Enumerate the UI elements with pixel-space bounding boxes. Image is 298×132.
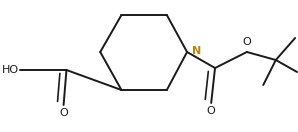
Text: O: O: [207, 106, 215, 116]
Text: O: O: [59, 108, 68, 118]
Text: HO: HO: [1, 65, 19, 75]
Text: N: N: [192, 46, 201, 56]
Text: O: O: [243, 37, 251, 47]
